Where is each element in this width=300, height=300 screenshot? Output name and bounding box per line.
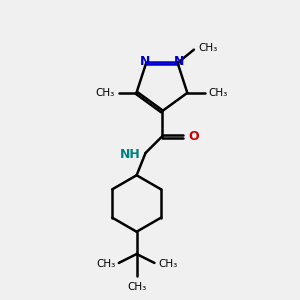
Text: CH₃: CH₃ [96,260,115,269]
Text: CH₃: CH₃ [158,260,177,269]
Text: NH: NH [119,148,140,161]
Text: CH₃: CH₃ [127,282,146,292]
Text: O: O [188,130,199,143]
Text: CH₃: CH₃ [209,88,228,98]
Text: N: N [140,55,150,68]
Text: N: N [174,55,184,68]
Text: CH₃: CH₃ [96,88,115,98]
Text: CH₃: CH₃ [198,43,218,53]
